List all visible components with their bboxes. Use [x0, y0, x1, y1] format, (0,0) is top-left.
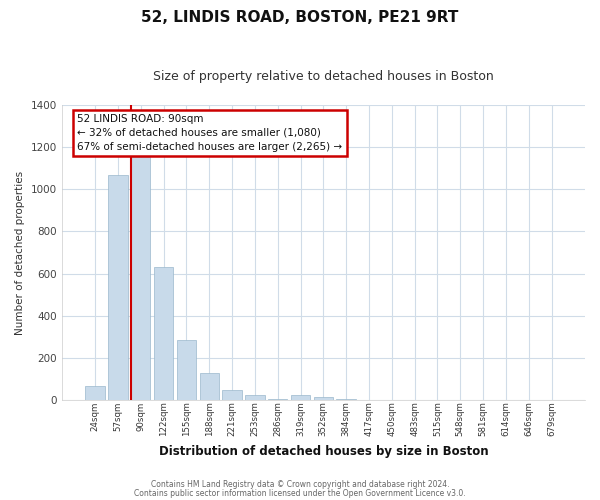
- Title: Size of property relative to detached houses in Boston: Size of property relative to detached ho…: [153, 70, 494, 83]
- Bar: [131, 156, 151, 400]
- Bar: [337, 399, 356, 400]
- Text: 52, LINDIS ROAD, BOSTON, PE21 9RT: 52, LINDIS ROAD, BOSTON, PE21 9RT: [142, 10, 458, 25]
- Bar: [291, 396, 310, 400]
- Text: 52 LINDIS ROAD: 90sqm
← 32% of detached houses are smaller (1,080)
67% of semi-d: 52 LINDIS ROAD: 90sqm ← 32% of detached …: [77, 114, 343, 152]
- Bar: [154, 267, 173, 400]
- Bar: [314, 396, 333, 400]
- Bar: [85, 386, 105, 400]
- Bar: [177, 340, 196, 400]
- Bar: [245, 396, 265, 400]
- Bar: [223, 390, 242, 400]
- Bar: [268, 399, 287, 400]
- Bar: [200, 372, 219, 400]
- Bar: [108, 174, 128, 400]
- Text: Contains public sector information licensed under the Open Government Licence v3: Contains public sector information licen…: [134, 488, 466, 498]
- Y-axis label: Number of detached properties: Number of detached properties: [15, 170, 25, 334]
- Text: Contains HM Land Registry data © Crown copyright and database right 2024.: Contains HM Land Registry data © Crown c…: [151, 480, 449, 489]
- X-axis label: Distribution of detached houses by size in Boston: Distribution of detached houses by size …: [158, 444, 488, 458]
